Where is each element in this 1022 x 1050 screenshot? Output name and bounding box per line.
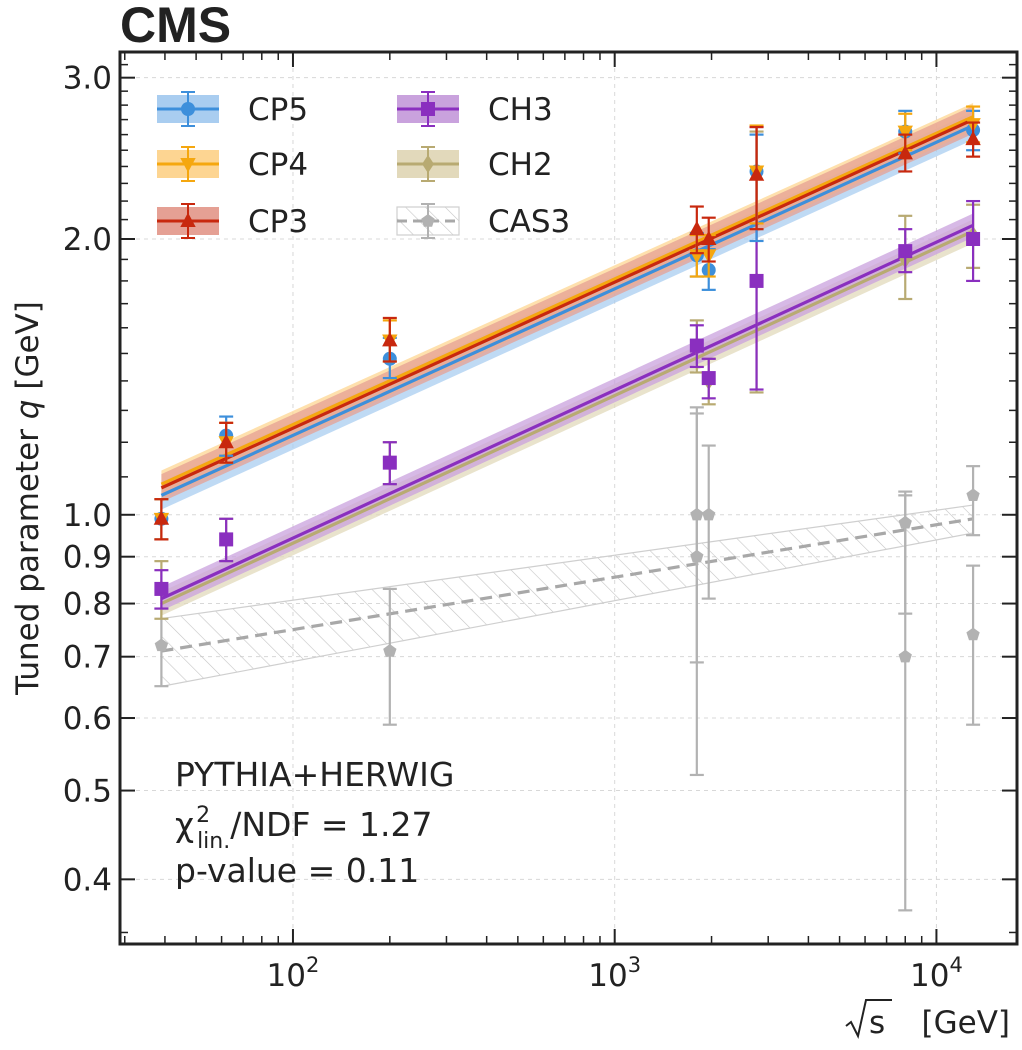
data-point: [382, 455, 397, 470]
data-point: [690, 507, 704, 521]
fit-line-ch2: [160, 229, 974, 606]
data-point: [154, 638, 169, 652]
data-point: [153, 510, 170, 525]
data-point: [966, 231, 981, 246]
axis-tick-labels: 102 103 104 0.4 0.5 0.6 0.7 0.8 0.9 1.0 2.0 3.0: [63, 61, 963, 994]
data-point: [749, 273, 764, 288]
data-point: [898, 244, 913, 259]
legend-label: CP4: [248, 147, 308, 183]
data-point: [748, 166, 765, 181]
data-point: [689, 220, 705, 236]
data-point: [689, 338, 704, 353]
legend-label: CP3: [248, 204, 308, 240]
legend-entry-cp3: CP3: [157, 203, 308, 240]
series-ch3: [154, 125, 981, 610]
x-tick-label: 104: [910, 953, 963, 994]
legend-entry-cp4: CP4: [157, 146, 308, 183]
legend-entry-ch3: CH3: [397, 91, 553, 128]
x-axis-label: s [GeV]: [845, 999, 1011, 1041]
legend-marker: [421, 214, 435, 227]
y-tick-label: 0.9: [63, 540, 112, 576]
fit-line-cp5: [160, 124, 974, 497]
legend-entry-ch2: CH2: [397, 146, 553, 183]
svg-text:s: s: [869, 1005, 885, 1041]
data-point: [383, 644, 397, 657]
grid: [120, 52, 1017, 944]
data-point: [702, 507, 716, 521]
legend-marker: [422, 154, 434, 174]
fit-line-cas3: [161, 517, 974, 653]
y-axis-label: Tuned parameter q [GeV]: [10, 301, 46, 696]
data-point: [701, 371, 716, 386]
data-point: [897, 145, 913, 160]
data-point: [966, 488, 980, 501]
legend-label: CP5: [248, 92, 308, 128]
legend-label: CAS3: [488, 204, 570, 240]
data-point: [154, 581, 169, 596]
legend: CP5 CP4 CP3 CH3 CH2 CAS3: [157, 91, 570, 240]
x-tick-label: 103: [588, 953, 641, 994]
legend-label: CH3: [488, 92, 553, 128]
y-tick-label: 0.4: [63, 862, 112, 898]
y-tick-label: 0.6: [63, 701, 112, 737]
data-point: [219, 532, 234, 547]
data-point: [898, 649, 912, 663]
x-tick-label: 102: [267, 953, 320, 994]
series-cas3: [154, 406, 981, 912]
legend-marker: [181, 102, 195, 116]
series-cp3: [153, 121, 981, 541]
legend-label: CH2: [488, 147, 553, 183]
legend-marker: [421, 102, 435, 116]
data-point: [965, 130, 981, 146]
data-point: [897, 125, 913, 140]
y-tick-label: 1.0: [63, 498, 112, 534]
fit-bands: [160, 102, 974, 688]
y-tick-label: 3.0: [63, 61, 112, 97]
data-point: [218, 433, 234, 449]
y-tick-label: 2.0: [63, 222, 112, 258]
legend-marker: [180, 212, 196, 227]
pvalue-label: p-value = 0.11: [175, 851, 419, 890]
annotations: PYTHIA+HERWIG χ2 lin./NDF = 1.27 p-value …: [175, 755, 454, 890]
experiment-label: CMS: [120, 0, 231, 53]
y-tick-label: 0.7: [63, 640, 112, 676]
fit-line-ch3: [160, 223, 974, 601]
legend-marker: [180, 158, 196, 173]
y-tick-label: 0.8: [63, 587, 112, 623]
axis-ticks: [120, 52, 1017, 944]
legend-entry-cp5: CP5: [157, 91, 308, 128]
generator-label: PYTHIA+HERWIG: [175, 755, 454, 794]
data-point: [382, 332, 398, 347]
data-point: [701, 230, 717, 245]
svg-text:[GeV]: [GeV]: [922, 1005, 1011, 1041]
fit-line-cp3: [160, 118, 974, 490]
chi2-label: χ2 lin./NDF = 1.27: [175, 803, 433, 854]
fit-line-cp4: [160, 115, 974, 486]
plot-frame: [118, 50, 1019, 946]
y-tick-label: 0.5: [63, 774, 112, 810]
legend-entry-cas3: CAS3: [396, 203, 570, 240]
data-point: [966, 627, 980, 641]
fit-lines: [160, 115, 974, 653]
sqrt-sign-icon: [845, 999, 892, 1039]
data-points: [153, 105, 981, 912]
